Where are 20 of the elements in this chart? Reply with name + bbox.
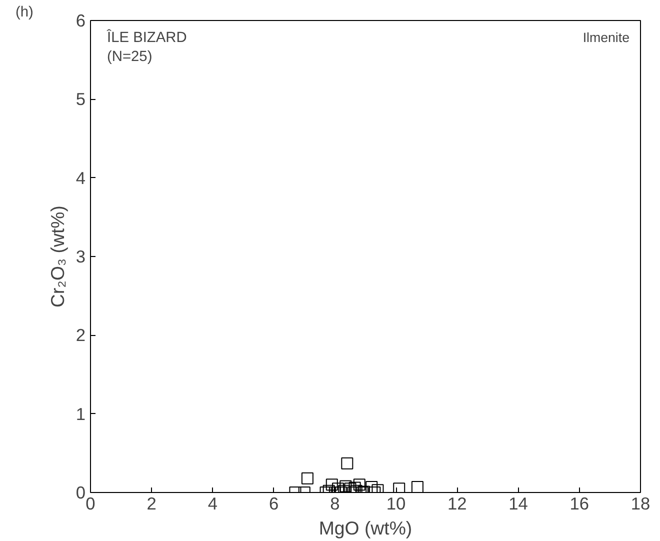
text: (h) xyxy=(16,4,34,20)
y-axis-title: Cr₂O₃ (wt%) xyxy=(46,206,68,308)
y-tick-label: 1 xyxy=(76,404,86,424)
x-tick-label: 8 xyxy=(330,494,340,514)
x-tick-label: 18 xyxy=(630,494,650,514)
annotation: ÎLE BIZARD (N=25) xyxy=(106,28,187,66)
x-axis-title: MgO (wt%) xyxy=(318,518,412,538)
x-tick-label: 14 xyxy=(508,494,528,514)
y-tick-label: 5 xyxy=(76,89,86,110)
y-tick-label: 2 xyxy=(76,325,86,346)
y-tick-label: 4 xyxy=(76,168,86,188)
annotation: Ilmenite xyxy=(582,30,630,45)
y-tick-label: 3 xyxy=(76,246,86,266)
x-tick-label: 10 xyxy=(386,494,406,514)
x-tick-label: 12 xyxy=(448,494,467,514)
x-tick-label: 4 xyxy=(208,494,218,514)
y-tick-label: 6 xyxy=(76,10,86,30)
x-tick-label: 16 xyxy=(570,494,590,514)
x-tick-label: 6 xyxy=(269,494,279,514)
x-tick-label: 2 xyxy=(146,494,156,514)
